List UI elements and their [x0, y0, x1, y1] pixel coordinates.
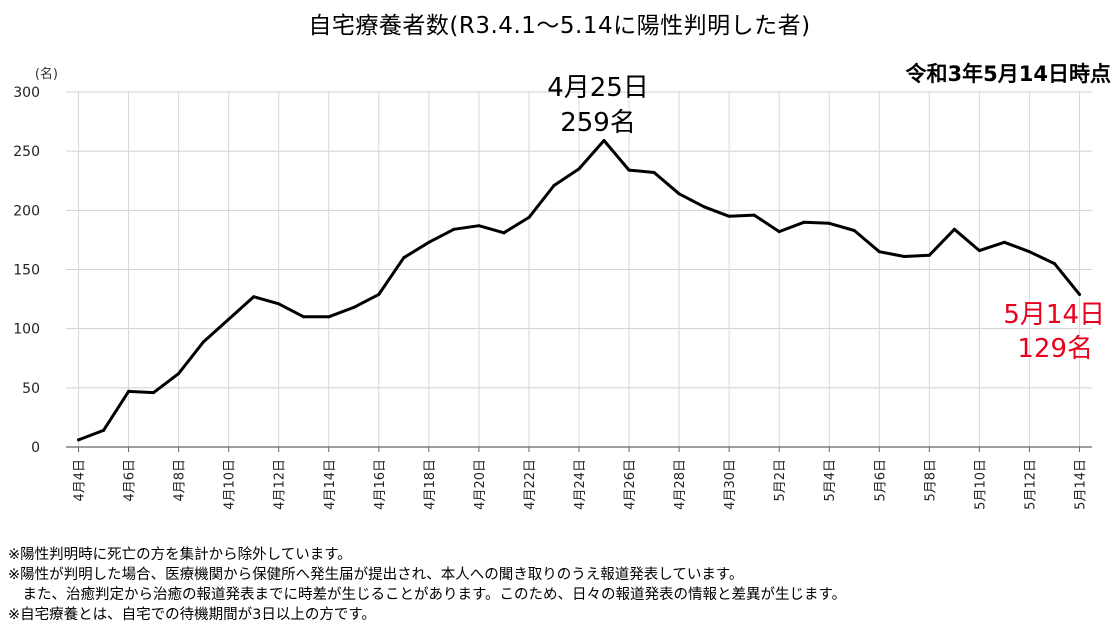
data-point — [102, 428, 106, 432]
x-tick-label: 4月12日 — [273, 459, 288, 510]
data-point — [602, 139, 606, 143]
chart-title: 自宅療養者数(R3.4.1～5.14に陽性判明した者) — [308, 13, 811, 39]
footnote-4: ※自宅療養とは、自宅での待機期間が3日以上の方です。 — [8, 607, 376, 623]
data-point — [777, 230, 781, 234]
line-chart: (名) 0 50 100 150 200 250 300 4月4日 4月6日 4月8日 4月10日… — [13, 66, 1105, 510]
data-point — [977, 249, 981, 253]
x-tick-labels: 4月4日 4月6日 4月8日 4月10日 4月12日 4月14日 4月16日 4月18日 4月2… — [73, 459, 1089, 510]
data-point — [202, 340, 206, 344]
x-tick-label: 5月2日 — [773, 459, 788, 502]
data-point — [1052, 262, 1056, 266]
latest-annotation-value: 129名 — [1017, 334, 1093, 364]
x-tick-label: 4月6日 — [123, 459, 138, 502]
x-tick-label: 4月24日 — [573, 459, 588, 510]
x-tick-label: 5月14日 — [1073, 459, 1088, 510]
data-point — [302, 315, 306, 319]
data-point — [627, 168, 631, 172]
data-point — [227, 317, 231, 321]
as-of-date: 令和3年5月14日時点 — [905, 62, 1111, 86]
data-point — [127, 389, 131, 393]
x-tick-label: 5月6日 — [873, 459, 888, 502]
footnote-2: ※陽性が判明した場合、医療機関から保健所へ発生届が提出され、本人への聞き取りのう… — [8, 567, 744, 583]
data-point — [1027, 250, 1031, 254]
data-point — [577, 167, 581, 171]
peak-annotation-date: 4月25日 — [547, 73, 649, 103]
footnotes: ※陽性判明時に死亡の方を集計から除外しています。 ※陽性が判明した場合、医療機関… — [8, 545, 846, 625]
data-point — [802, 220, 806, 224]
data-point — [1077, 292, 1081, 296]
data-point — [402, 256, 406, 260]
data-point — [527, 215, 531, 219]
series — [77, 139, 1081, 442]
y-tick-label: 200 — [13, 203, 40, 219]
x-tick-label: 5月4日 — [823, 459, 838, 502]
data-point — [952, 227, 956, 231]
data-point — [877, 250, 881, 254]
data-point — [77, 438, 81, 442]
y-tick-label: 150 — [13, 263, 40, 279]
x-tick-label: 4月18日 — [423, 459, 438, 510]
data-point — [1002, 240, 1006, 244]
y-tick-label: 100 — [13, 322, 40, 338]
data-point — [152, 391, 156, 395]
axes — [66, 446, 1092, 452]
y-tick-labels: 0 50 100 150 200 250 300 — [13, 85, 40, 456]
data-point — [252, 295, 256, 299]
x-tick-label: 4月30日 — [723, 459, 738, 510]
x-tick-label: 5月12日 — [1023, 459, 1038, 510]
data-point — [177, 372, 181, 376]
data-point — [852, 228, 856, 232]
footnote-1: ※陽性判明時に死亡の方を集計から除外しています。 — [8, 547, 352, 563]
y-tick-label: 300 — [13, 85, 40, 101]
latest-annotation-date: 5月14日 — [1003, 300, 1105, 330]
data-point — [327, 315, 331, 319]
footnote-3: また、治癒判定から治癒の報道発表までに時差が生じることがあります。このため、日々… — [8, 587, 847, 603]
data-point — [702, 205, 706, 209]
gridlines — [66, 91, 1092, 447]
y-tick-label: 0 — [31, 440, 40, 456]
data-point — [727, 214, 731, 218]
x-tick-label: 5月10日 — [973, 459, 988, 510]
x-tick-label: 4月26日 — [623, 459, 638, 510]
x-tick-label: 4月16日 — [373, 459, 388, 510]
data-point — [477, 224, 481, 228]
data-point — [427, 240, 431, 244]
x-tick-label: 4月28日 — [673, 459, 688, 510]
x-tick-label: 4月8日 — [173, 459, 188, 502]
y-tick-label: 250 — [13, 144, 40, 160]
data-point — [827, 221, 831, 225]
data-point — [552, 183, 556, 187]
data-point — [502, 231, 506, 235]
data-point — [677, 192, 681, 196]
data-point — [927, 253, 931, 257]
data-point — [352, 305, 356, 309]
data-point — [277, 302, 281, 306]
x-tick-label: 5月8日 — [923, 459, 938, 502]
x-tick-label: 4月4日 — [73, 459, 88, 502]
x-tick-label: 4月22日 — [523, 459, 538, 510]
x-tick-label: 4月10日 — [223, 459, 238, 510]
y-axis-unit: (名) — [35, 66, 58, 82]
data-point — [652, 170, 656, 174]
data-point — [377, 292, 381, 296]
annotations: 4月25日 259名 5月14日 129名 — [547, 73, 1105, 364]
y-tick-label: 50 — [22, 381, 40, 397]
data-point — [752, 213, 756, 217]
x-tick-label: 4月14日 — [323, 459, 338, 510]
data-point — [452, 227, 456, 231]
peak-annotation-value: 259名 — [560, 108, 636, 138]
x-tick-label: 4月20日 — [473, 459, 488, 510]
data-point — [902, 254, 906, 258]
